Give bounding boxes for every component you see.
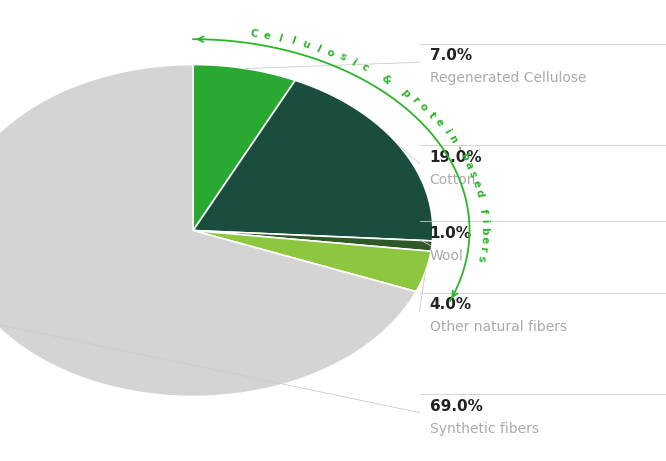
- Text: 19.0%: 19.0%: [430, 150, 482, 165]
- Text: e: e: [479, 236, 489, 243]
- Text: l: l: [290, 36, 296, 47]
- Polygon shape: [193, 65, 295, 230]
- Polygon shape: [0, 65, 416, 396]
- Text: s: s: [476, 255, 487, 262]
- Text: l: l: [314, 43, 322, 54]
- Text: b: b: [479, 226, 490, 234]
- Text: i: i: [350, 57, 358, 68]
- Text: t: t: [426, 110, 437, 120]
- Text: l: l: [277, 33, 283, 43]
- Text: f: f: [478, 209, 488, 214]
- Text: Synthetic fibers: Synthetic fibers: [430, 422, 539, 436]
- Text: r: r: [478, 246, 488, 252]
- Text: o: o: [325, 47, 336, 59]
- Text: 69.0%: 69.0%: [430, 399, 482, 414]
- Text: Cotton: Cotton: [430, 173, 476, 187]
- Text: u: u: [300, 39, 311, 51]
- Text: Regenerated Cellulose: Regenerated Cellulose: [430, 71, 586, 85]
- Text: i: i: [479, 219, 489, 223]
- Text: c: c: [360, 62, 370, 74]
- Polygon shape: [193, 230, 432, 251]
- Text: r: r: [410, 95, 420, 105]
- Text: Other natural fibers: Other natural fibers: [430, 320, 567, 334]
- Text: C: C: [249, 28, 258, 39]
- Text: o: o: [418, 101, 430, 113]
- Polygon shape: [193, 230, 431, 292]
- Text: e: e: [433, 117, 446, 129]
- Text: d: d: [474, 188, 485, 197]
- Text: a: a: [463, 160, 474, 170]
- Text: 7.0%: 7.0%: [430, 48, 472, 64]
- Text: e: e: [470, 179, 482, 188]
- Text: 1.0%: 1.0%: [430, 226, 472, 241]
- Text: s: s: [467, 170, 478, 179]
- Text: i: i: [441, 127, 452, 135]
- Text: -: -: [453, 144, 464, 152]
- Polygon shape: [193, 80, 433, 241]
- Text: e: e: [262, 30, 272, 41]
- Text: p: p: [400, 87, 412, 99]
- Text: Wool: Wool: [430, 249, 464, 263]
- Text: s: s: [337, 52, 348, 63]
- Text: 4.0%: 4.0%: [430, 297, 472, 313]
- Text: n: n: [446, 134, 459, 145]
- Text: b: b: [458, 151, 470, 162]
- Text: &: &: [380, 73, 393, 87]
